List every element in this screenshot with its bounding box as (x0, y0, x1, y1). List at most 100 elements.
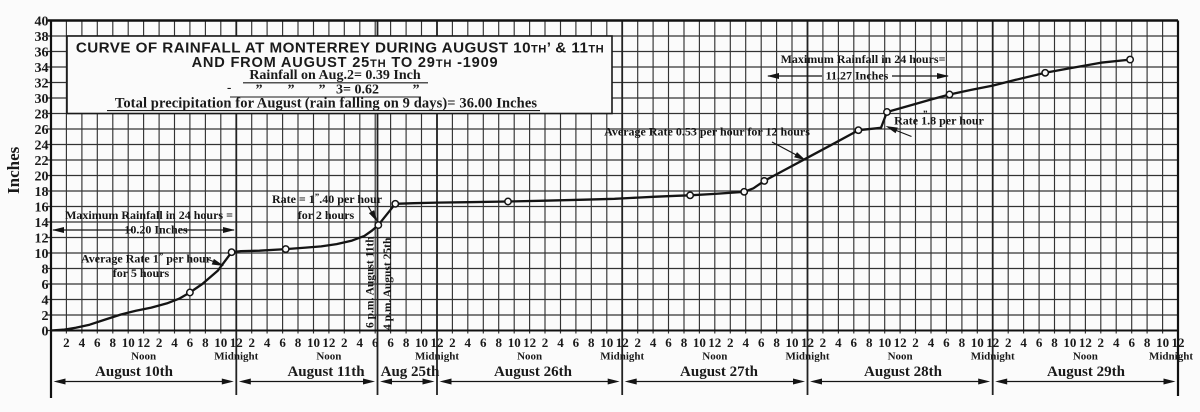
svg-text:Midnight: Midnight (785, 351, 829, 363)
svg-text:August 11th: August 11th (287, 364, 365, 380)
svg-text:AND FROM AUGUST 25TH TO 29TH -: AND FROM AUGUST 25TH TO 29TH -1909 (192, 55, 499, 71)
svg-text:8: 8 (295, 335, 302, 350)
svg-text:34: 34 (35, 61, 49, 76)
svg-text:16: 16 (35, 201, 49, 216)
svg-text:CURVE OF RAINFALL AT MONTERREY: CURVE OF RAINFALL AT MONTERREY DURING AU… (76, 40, 604, 57)
svg-text:12: 12 (616, 335, 629, 350)
svg-text:6: 6 (573, 335, 580, 350)
svg-text:Aug 25th: Aug 25th (381, 364, 440, 380)
svg-text:10: 10 (693, 335, 706, 350)
svg-text:”: ” (256, 83, 263, 98)
svg-text:12: 12 (708, 335, 721, 350)
svg-text:Midnight: Midnight (1149, 351, 1193, 363)
svg-text:Maximum Rainfall in 24 hours=: Maximum Rainfall in 24 hours= (781, 52, 946, 66)
svg-text:12: 12 (1079, 335, 1092, 350)
svg-text:4: 4 (264, 335, 271, 350)
svg-text:August 29th: August 29th (1047, 364, 1126, 380)
svg-text:Maximum Rainfall in 24 hours =: Maximum Rainfall in 24 hours = (65, 208, 233, 222)
svg-text:10: 10 (307, 335, 320, 350)
svg-text:2: 2 (912, 335, 919, 350)
svg-text:4: 4 (650, 335, 657, 350)
svg-text:12: 12 (35, 232, 49, 247)
svg-text:8: 8 (588, 335, 595, 350)
svg-text:10: 10 (1063, 335, 1076, 350)
svg-text:for 2 hours: for 2 hours (298, 208, 355, 222)
svg-text:8: 8 (959, 335, 966, 350)
svg-text:3= 0.62: 3= 0.62 (336, 83, 379, 98)
svg-text:”: ” (923, 109, 928, 119)
svg-text:4: 4 (465, 335, 472, 350)
svg-text:for 5 hours: for 5 hours (113, 266, 170, 280)
svg-text:2: 2 (63, 335, 70, 350)
svg-text:10: 10 (35, 247, 49, 262)
svg-text:4: 4 (171, 335, 178, 350)
svg-text:-: - (227, 80, 231, 95)
svg-text:Total precipitation for August: Total precipitation for August (rain fal… (115, 96, 537, 112)
svg-text:10: 10 (415, 335, 428, 350)
svg-text:Midnight: Midnight (600, 351, 644, 363)
svg-text:10: 10 (122, 335, 135, 350)
svg-text:Noon: Noon (888, 351, 913, 363)
svg-text:0: 0 (42, 325, 49, 340)
svg-text:4: 4 (1113, 335, 1120, 350)
svg-text:4: 4 (42, 294, 49, 309)
svg-text:6: 6 (279, 335, 286, 350)
svg-text:12: 12 (801, 335, 814, 350)
svg-text:August 28th: August 28th (864, 364, 943, 380)
svg-text:11.27 Inches: 11.27 Inches (826, 69, 889, 83)
svg-text:2: 2 (449, 335, 456, 350)
svg-text:”: ” (413, 83, 420, 98)
svg-text:8: 8 (202, 335, 209, 350)
svg-text:Midnight: Midnight (971, 351, 1015, 363)
svg-text:8: 8 (42, 263, 49, 278)
svg-text:6: 6 (480, 335, 487, 350)
svg-text:”: ” (288, 83, 295, 98)
svg-text:2: 2 (634, 335, 641, 350)
svg-text:Noon: Noon (1073, 351, 1098, 363)
svg-text:8: 8 (773, 335, 780, 350)
svg-text:8: 8 (1051, 335, 1058, 350)
svg-text:8: 8 (110, 335, 117, 350)
svg-text:6: 6 (943, 335, 950, 350)
svg-text:Noon: Noon (131, 351, 156, 363)
svg-text:2: 2 (542, 335, 549, 350)
svg-text:6: 6 (387, 335, 394, 350)
svg-text:12: 12 (322, 335, 335, 350)
svg-text:Rainfall on Aug.2= 0.39 Inch: Rainfall on Aug.2= 0.39 Inch (249, 68, 421, 83)
svg-text:Midnight: Midnight (214, 351, 258, 363)
svg-text:August 27th: August 27th (680, 364, 759, 380)
svg-text:40: 40 (35, 15, 49, 30)
svg-text:30: 30 (35, 92, 49, 107)
svg-text:Rate 1.8 per hour: Rate 1.8 per hour (894, 114, 984, 128)
svg-text:8: 8 (403, 335, 410, 350)
svg-text:2: 2 (248, 335, 255, 350)
svg-text:12: 12 (1172, 335, 1185, 350)
svg-text:38: 38 (35, 30, 49, 45)
svg-text:8: 8 (681, 335, 688, 350)
svg-text:24: 24 (35, 139, 49, 154)
svg-text:Average Rate 1” per hour: Average Rate 1” per hour (81, 252, 212, 266)
svg-text:10: 10 (508, 335, 521, 350)
svg-text:4: 4 (357, 335, 364, 350)
svg-text:Average Rate 0.53 per hour for: Average Rate 0.53 per hour for 12 hours (604, 125, 810, 139)
svg-text:10: 10 (878, 335, 891, 350)
svg-text:”: ” (319, 83, 326, 98)
svg-text:Noon: Noon (517, 351, 542, 363)
svg-text:2: 2 (1005, 335, 1012, 350)
svg-text:8: 8 (866, 335, 873, 350)
svg-text:Rate = 1”.40 per hour: Rate = 1”.40 per hour (272, 192, 383, 206)
svg-text:32: 32 (35, 77, 49, 92)
svg-text:Inches: Inches (4, 146, 23, 194)
svg-text:26: 26 (35, 123, 49, 138)
svg-text:2: 2 (727, 335, 734, 350)
svg-text:12: 12 (986, 335, 999, 350)
svg-text:6: 6 (851, 335, 858, 350)
svg-text:6: 6 (42, 278, 49, 293)
svg-text:6: 6 (94, 335, 101, 350)
svg-text:10: 10 (214, 335, 227, 350)
svg-text:2: 2 (1098, 335, 1105, 350)
svg-text:10: 10 (1156, 335, 1169, 350)
svg-text:28: 28 (35, 108, 49, 123)
svg-text:6: 6 (1128, 335, 1135, 350)
svg-text:12: 12 (137, 335, 150, 350)
